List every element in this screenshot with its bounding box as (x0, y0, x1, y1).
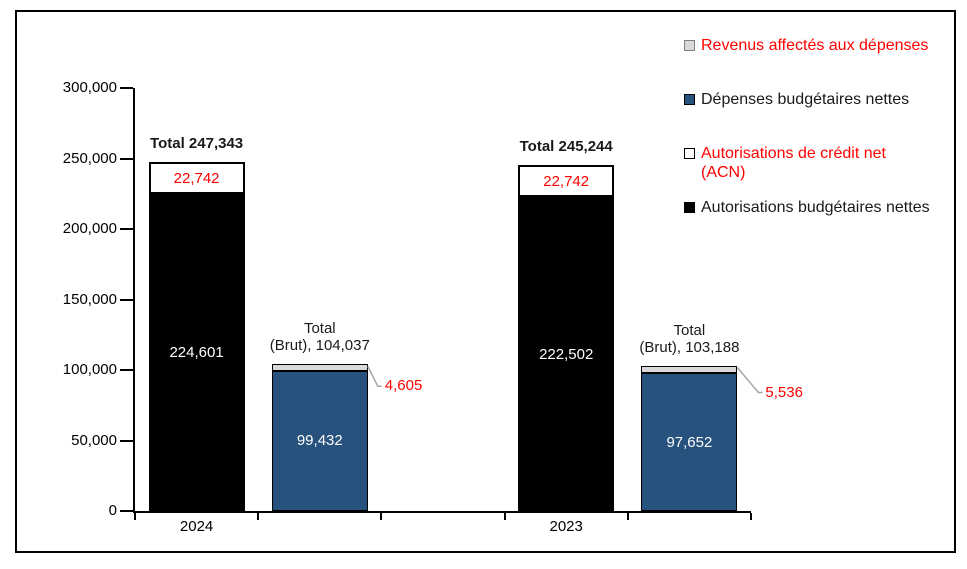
y-axis-label: 200,000 (62, 220, 117, 237)
bar-total-line: Total 247,343 (150, 135, 244, 153)
bar-total-label: Total (Brut), 104,037 (270, 320, 370, 354)
legend-swatch-blue-icon (684, 94, 695, 105)
bar-total-line: Total (673, 321, 706, 339)
bar-value-label: 222,502 (539, 345, 594, 363)
y-axis-label: 50,000 (71, 431, 117, 449)
y-axis-label: 0 (108, 502, 117, 519)
bar-total-label: Total (Brut), 103,188 (639, 322, 739, 356)
bar-total-line: (Brut), 104,037 (269, 337, 370, 355)
bar-total-label: Total 247,343 (150, 135, 243, 152)
legend-item-revenus-affectes: Revenus affectés aux dépenses (684, 36, 962, 55)
bar-total-line: (Brut), 103,188 (639, 338, 740, 356)
legend-swatch-black-icon (684, 202, 695, 213)
bar-value-label: 99,432 (296, 432, 343, 450)
x-axis-category-label: 2023 (549, 518, 583, 535)
legend-swatch-gray-icon (684, 40, 695, 51)
legend-label: Autorisations budgétaires nettes (701, 199, 930, 216)
y-axis-tick (120, 87, 133, 89)
y-axis-tick (120, 298, 133, 301)
bar-segment (271, 364, 368, 371)
x-axis-tick (750, 513, 752, 520)
legend-swatch-white-icon (684, 148, 695, 159)
bar-value-label: 22,742 (173, 169, 220, 187)
y-axis-tick (120, 157, 133, 160)
bar-total-line: Total 245,244 (519, 138, 613, 156)
bar-total-line: Total (303, 320, 336, 338)
y-axis-label: 300,000 (62, 79, 117, 96)
bar-segment: 224,601 (148, 194, 245, 511)
y-axis-tick (120, 369, 133, 371)
x-axis-tick (134, 513, 136, 520)
y-axis-tick (120, 439, 133, 442)
legend-item-autorisations-nettes: Autorisations budgétaires nettes (684, 198, 962, 217)
y-axis-tick (120, 228, 133, 230)
bar-total-label: Total 245,244 (520, 138, 613, 155)
callout-value-label: 5,536 (765, 383, 803, 401)
bar-value-label: 97,652 (666, 433, 713, 451)
x-axis-tick (257, 513, 260, 520)
x-axis-tick (503, 513, 506, 520)
bar-segment: 222,502 (518, 197, 615, 511)
x-axis-tick (626, 513, 629, 520)
y-axis-tick (120, 510, 133, 512)
x-axis-category-label: 2024 (179, 518, 214, 535)
y-axis-label: 250,000 (62, 149, 117, 167)
legend-label: Dépenses budgétaires nettes (701, 91, 910, 108)
bar-segment: 99,432 (271, 370, 368, 511)
callout-value-label: 4,605 (384, 377, 423, 395)
bar-segment: 97,652 (641, 373, 738, 511)
bar-value-label: 22,742 (543, 172, 590, 190)
bar-segment (641, 365, 738, 374)
y-axis-label: 100,000 (62, 361, 117, 378)
legend-label: Autorisations de crédit net (701, 145, 886, 162)
bar-segment: 22,742 (518, 165, 615, 198)
x-axis-tick (380, 513, 383, 520)
bar-value-label: 224,601 (169, 344, 224, 362)
legend-label: Revenus affectés aux dépenses (701, 37, 929, 54)
legend-label-line2: (ACN) (701, 164, 746, 181)
legend-item-acn: Autorisations de crédit net (ACN) (684, 144, 962, 182)
legend-item-depenses-nettes: Dépenses budgétaires nettes (684, 90, 962, 109)
bar-segment: 22,742 (148, 162, 245, 195)
y-axis-label: 150,000 (62, 290, 117, 308)
plot-area (133, 88, 751, 513)
